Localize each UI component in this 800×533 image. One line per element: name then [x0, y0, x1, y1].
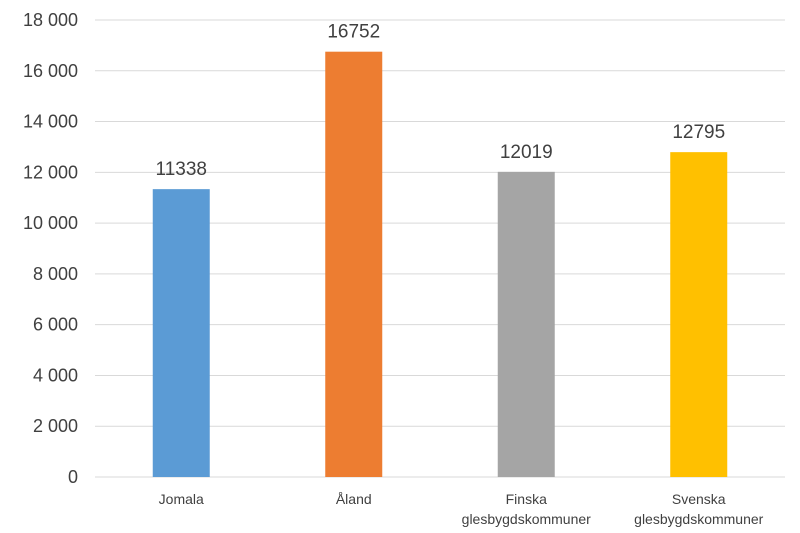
y-tick-label: 12 000	[23, 162, 78, 182]
y-tick-label: 16 000	[23, 61, 78, 81]
bar	[497, 171, 555, 477]
y-tick-label: 0	[68, 467, 78, 487]
y-tick-label: 10 000	[23, 213, 78, 233]
bar	[325, 51, 383, 477]
y-tick-label: 8 000	[33, 264, 78, 284]
data-label: 11338	[156, 159, 207, 180]
gridlines	[95, 19, 785, 478]
category-label: Svenska glesbygdskommuner	[634, 491, 764, 527]
y-tick-label: 18 000	[23, 10, 78, 30]
bar	[670, 152, 728, 477]
data-label: 12795	[672, 122, 725, 143]
data-label: 16752	[327, 22, 380, 43]
x-axis-category-labels: Jomala Åland Finska glesbygdskommuner Svensk…	[159, 491, 764, 527]
category-label: Finska glesbygdskommuner	[462, 491, 592, 527]
data-label: 12019	[500, 142, 553, 163]
bar	[152, 189, 210, 477]
data-labels: 11338 16752 12019 12795	[156, 22, 726, 180]
y-tick-label: 6 000	[33, 315, 78, 335]
y-axis-tick-labels: 0 2 000 4 000 6 000 8 000 10 000 12 000 14 000 1…	[23, 10, 78, 487]
y-tick-label: 2 000	[33, 416, 78, 436]
bars	[152, 51, 728, 477]
category-label: Jomala	[159, 491, 204, 507]
y-tick-label: 4 000	[33, 365, 78, 385]
category-label: Åland	[336, 491, 372, 507]
y-tick-label: 14 000	[23, 112, 78, 132]
